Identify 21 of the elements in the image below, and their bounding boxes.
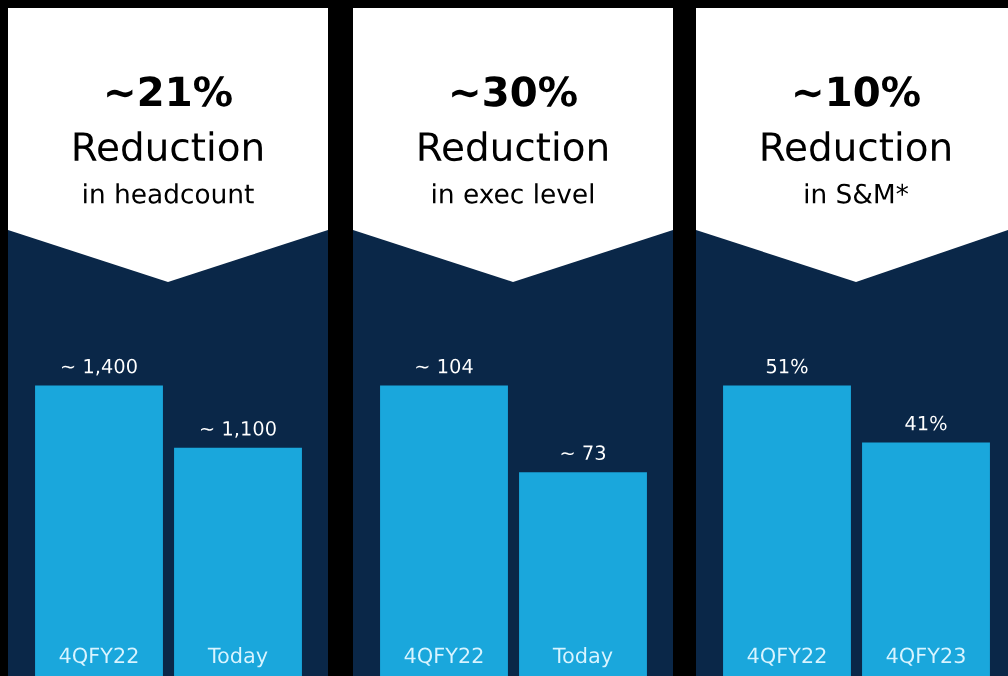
chart-title: ~10% — [795, 76, 920, 107]
x-tick-label: 4QFY22 — [404, 647, 483, 666]
data-label: ~ 73 — [561, 445, 606, 461]
text: in headcount — [84, 183, 254, 204]
data-label: ~ 1,400 — [61, 358, 137, 376]
chart-title: ~21% — [107, 76, 232, 107]
text: in S&M* — [805, 183, 909, 204]
chart-subtitle: Reduction — [74, 131, 262, 162]
chart-subtitle: Reduction — [419, 131, 607, 162]
x-tick-label: 4QFY22 — [747, 647, 826, 666]
x-tick-label: Today — [552, 647, 613, 668]
x-tick-label: 4QFY23 — [886, 647, 965, 666]
x-tick-label: Today — [207, 647, 268, 668]
data-label: ~ 104 — [416, 358, 473, 374]
data-label: 51% — [766, 358, 808, 374]
chart-subtitle: Reduction — [762, 131, 950, 162]
data-label: ~ 1,100 — [200, 420, 276, 438]
text: in exec level — [433, 183, 593, 204]
x-tick-label: 4QFY22 — [59, 647, 138, 666]
chart-title: ~30% — [452, 76, 577, 107]
data-label: 41% — [905, 415, 947, 431]
